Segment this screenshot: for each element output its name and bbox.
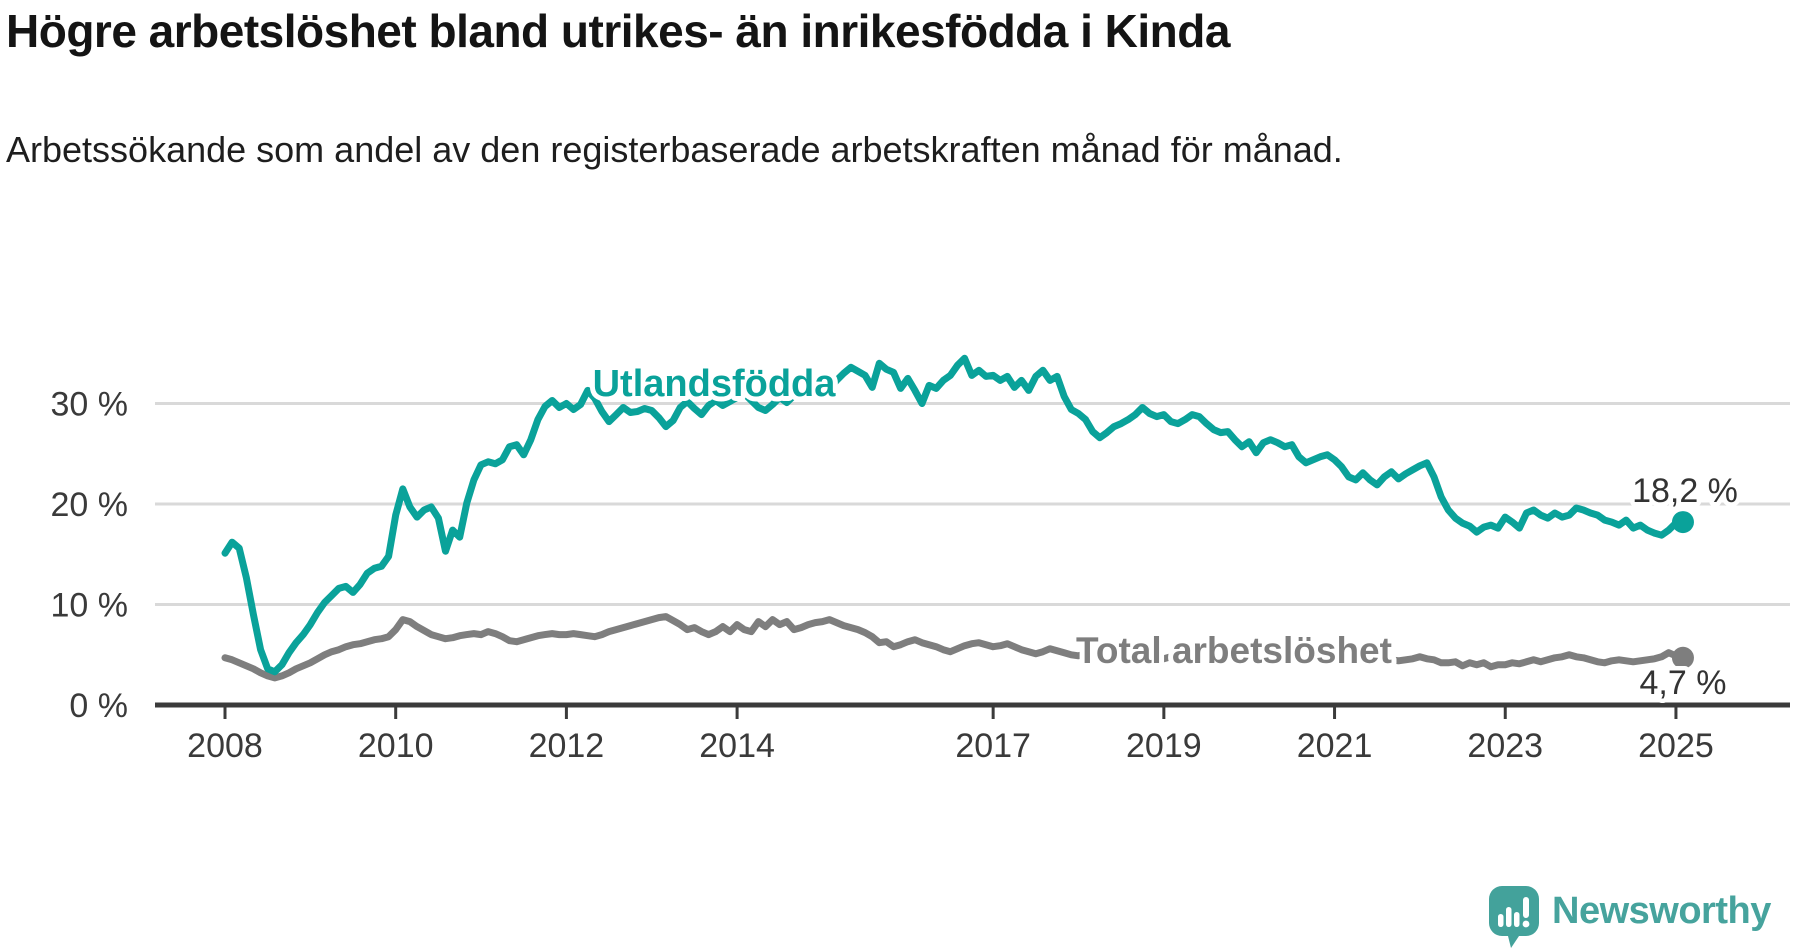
utlandsfodda-end-value-label: 18,2 % [1632,472,1738,510]
y-axis-label-30: 30 % [51,386,129,424]
x-axis-label-2014: 2014 [699,727,775,765]
x-axis-label-2012: 2012 [529,727,605,765]
chart-title: Högre arbetslöshet bland utrikes- än inr… [6,5,1230,57]
newsworthy-wordmark: Newsworthy [1552,890,1771,932]
total-end-value-label: 4,7 % [1640,664,1727,702]
newsworthy-speech-bubble-chart-icon [1489,886,1539,948]
total-end-dot [1671,646,1694,669]
x-axis-label-2025: 2025 [1638,727,1714,765]
x-axis-label-2019: 2019 [1126,727,1202,765]
x-axis-label-2021: 2021 [1297,727,1373,765]
y-axis-label-0: 0 % [69,687,128,725]
utlandsfodda-line [221,354,1687,676]
newsworthy-logo: Newsworthy [1489,886,1771,948]
x-axis-label-2010: 2010 [358,727,434,765]
utlandsfodda-series-label: Utlandsfödda [593,363,837,405]
x-axis-label-2023: 2023 [1467,727,1543,765]
total-arbetsloshet-line [221,613,1687,682]
chart-subtitle: Arbetssökande som andel av den registerb… [6,129,1343,170]
total-series-label: Total arbetslöshet [1076,630,1392,671]
x-axis-label-2008: 2008 [187,727,263,765]
utlandsfodda-end-dot [1671,511,1694,534]
y-axis-label-20: 20 % [51,486,129,524]
y-axis-label-10: 10 % [51,587,129,625]
x-axis-label-2017: 2017 [955,727,1031,765]
